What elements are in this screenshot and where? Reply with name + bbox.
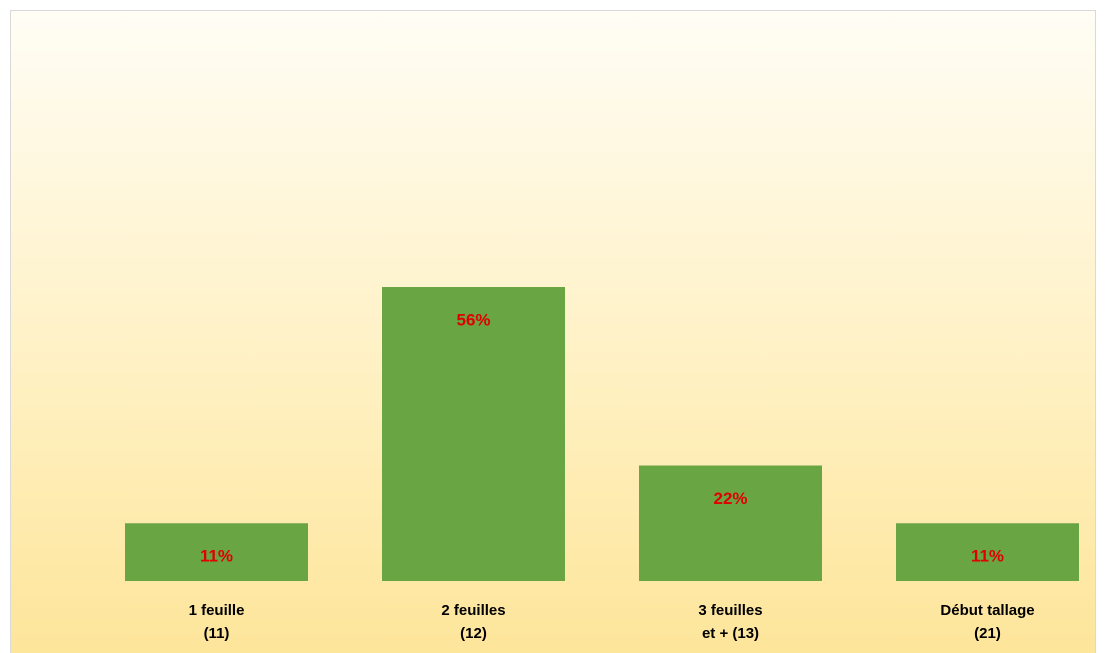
bar xyxy=(639,465,822,581)
x-tick-label: 1 feuille (11) xyxy=(188,602,245,642)
data-label: 11% xyxy=(200,547,233,566)
x-tick-label: 2 feuilles (12) xyxy=(441,602,506,642)
data-label: 22% xyxy=(713,489,747,508)
bar xyxy=(382,287,565,581)
bar xyxy=(896,523,1079,581)
x-tick-label: Début tallage (21) xyxy=(940,602,1035,642)
bar xyxy=(125,523,308,581)
x-tick-label: 3 feuilles et + (13) xyxy=(698,602,763,642)
data-label: 11% xyxy=(971,547,1004,566)
data-label: 56% xyxy=(456,310,490,329)
